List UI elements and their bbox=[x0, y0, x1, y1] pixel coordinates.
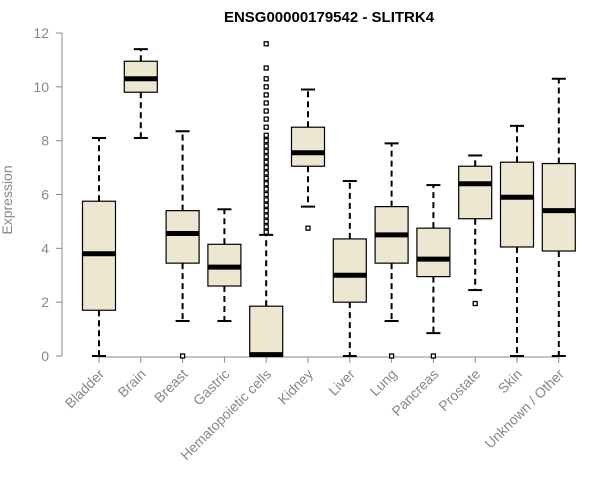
box-skin bbox=[499, 124, 535, 357]
box-hematopoietic-cells bbox=[249, 41, 284, 358]
x-tick-label: Skin bbox=[495, 366, 526, 397]
y-tick-label: 6 bbox=[41, 187, 49, 203]
outlier-point bbox=[263, 76, 269, 82]
outlier-point bbox=[263, 191, 269, 198]
outlier-point bbox=[263, 202, 269, 208]
outlier-point bbox=[263, 92, 269, 98]
x-tick-label: Kidney bbox=[275, 366, 317, 408]
box-bladder bbox=[81, 136, 117, 357]
outlier-point bbox=[430, 353, 437, 359]
outlier-point bbox=[263, 164, 269, 171]
outlier-point bbox=[263, 186, 269, 192]
box-lung bbox=[374, 142, 409, 359]
outlier-point bbox=[263, 116, 269, 122]
chart-title: ENSG00000179542 - SLITRK4 bbox=[224, 9, 435, 26]
box-series bbox=[81, 41, 576, 359]
box-iqr bbox=[290, 126, 326, 167]
outlier-point bbox=[263, 65, 269, 71]
x-tick-label: Lung bbox=[366, 366, 399, 399]
box-iqr bbox=[332, 238, 367, 303]
y-tick-label: 10 bbox=[33, 79, 49, 95]
outlier-point bbox=[263, 175, 269, 182]
outlier-point bbox=[263, 154, 269, 160]
box-iqr bbox=[165, 210, 200, 264]
outlier-point bbox=[263, 213, 269, 219]
x-tick-label: Prostate bbox=[435, 366, 483, 414]
outlier-point bbox=[472, 300, 478, 307]
outlier-point bbox=[263, 181, 269, 187]
outlier-point bbox=[263, 132, 269, 138]
box-prostate bbox=[458, 154, 493, 307]
x-tick-label: Unknown / Other bbox=[481, 366, 567, 452]
x-tick-label: Brain bbox=[114, 366, 148, 400]
box-iqr bbox=[541, 162, 576, 252]
box-unknown-other bbox=[541, 77, 576, 357]
y-tick-label: 8 bbox=[41, 133, 49, 149]
y-tick-label: 2 bbox=[41, 294, 49, 310]
box-iqr bbox=[499, 161, 535, 248]
x-tick-label: Liver bbox=[325, 366, 358, 399]
box-iqr bbox=[416, 227, 451, 278]
box-iqr bbox=[249, 305, 284, 357]
box-pancreas bbox=[416, 184, 451, 359]
outlier-point bbox=[263, 207, 269, 214]
outlier-point bbox=[263, 148, 269, 155]
outlier-point bbox=[179, 353, 186, 359]
outlier-point bbox=[263, 100, 269, 106]
y-axis: 0 2 4 6 8 10 12 bbox=[33, 25, 63, 364]
box-gastric bbox=[207, 208, 242, 323]
outlier-point bbox=[263, 124, 269, 130]
outlier-point bbox=[263, 108, 269, 114]
box-liver bbox=[332, 180, 367, 357]
outlier-point bbox=[263, 84, 269, 90]
box-breast bbox=[165, 130, 200, 359]
box-kidney bbox=[290, 88, 326, 231]
outlier-point bbox=[263, 170, 269, 176]
x-tick-label: Breast bbox=[151, 366, 191, 406]
outlier-point bbox=[263, 41, 269, 47]
outlier-point bbox=[263, 197, 269, 203]
outlier-point bbox=[263, 138, 269, 144]
outlier-point bbox=[388, 353, 395, 359]
y-axis-label: Expression bbox=[0, 165, 15, 234]
outlier-point bbox=[263, 143, 269, 149]
outlier-point bbox=[263, 159, 269, 165]
outlier-point bbox=[305, 225, 311, 231]
outlier-point bbox=[263, 229, 269, 235]
outlier-point bbox=[263, 224, 269, 230]
x-tick-label: Bladder bbox=[62, 366, 108, 412]
box-iqr bbox=[458, 165, 493, 220]
outlier-point bbox=[263, 218, 269, 225]
y-tick-label: 0 bbox=[41, 348, 49, 364]
box-brain bbox=[123, 48, 158, 139]
y-tick-label: 4 bbox=[41, 240, 49, 256]
y-tick-label: 12 bbox=[33, 25, 49, 41]
